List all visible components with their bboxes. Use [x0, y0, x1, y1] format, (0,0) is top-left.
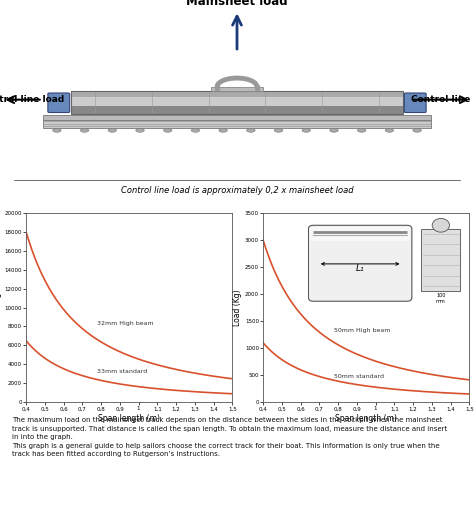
Bar — [43, 115, 431, 120]
Text: Control line load is approximately 0,2 x mainsheet load: Control line load is approximately 0,2 x… — [121, 186, 353, 196]
Text: 50mm High beam: 50mm High beam — [334, 328, 391, 333]
Circle shape — [108, 129, 117, 132]
Circle shape — [330, 129, 338, 132]
X-axis label: Span length (m): Span length (m) — [335, 414, 397, 423]
Circle shape — [274, 129, 283, 132]
Text: Control line load: Control line load — [411, 95, 474, 104]
Circle shape — [302, 129, 310, 132]
Bar — [71, 97, 403, 106]
Bar — [43, 120, 431, 128]
Circle shape — [164, 129, 172, 132]
Circle shape — [53, 129, 61, 132]
Y-axis label: Load (Kg): Load (Kg) — [233, 289, 242, 326]
Bar — [71, 106, 403, 114]
FancyBboxPatch shape — [48, 93, 70, 113]
Text: 50mm standard: 50mm standard — [334, 374, 384, 379]
Circle shape — [219, 129, 228, 132]
X-axis label: Span length (m): Span length (m) — [98, 414, 160, 423]
Circle shape — [136, 129, 144, 132]
Text: 33mm standard: 33mm standard — [97, 369, 147, 374]
Circle shape — [385, 129, 394, 132]
Circle shape — [357, 129, 366, 132]
Bar — [211, 87, 263, 91]
Y-axis label: Load (Kg): Load (Kg) — [0, 289, 1, 326]
Circle shape — [191, 129, 200, 132]
Text: The maximum load on the mainsheet track depends on the distance between the side: The maximum load on the mainsheet track … — [12, 417, 447, 457]
Circle shape — [246, 129, 255, 132]
Bar — [71, 91, 403, 114]
Text: Control line load: Control line load — [0, 95, 64, 104]
Text: 32mm High beam: 32mm High beam — [97, 321, 154, 325]
FancyBboxPatch shape — [404, 93, 426, 113]
Circle shape — [413, 129, 421, 132]
Text: Mainsheet load: Mainsheet load — [186, 0, 288, 8]
Circle shape — [80, 129, 89, 132]
Bar — [71, 91, 403, 97]
